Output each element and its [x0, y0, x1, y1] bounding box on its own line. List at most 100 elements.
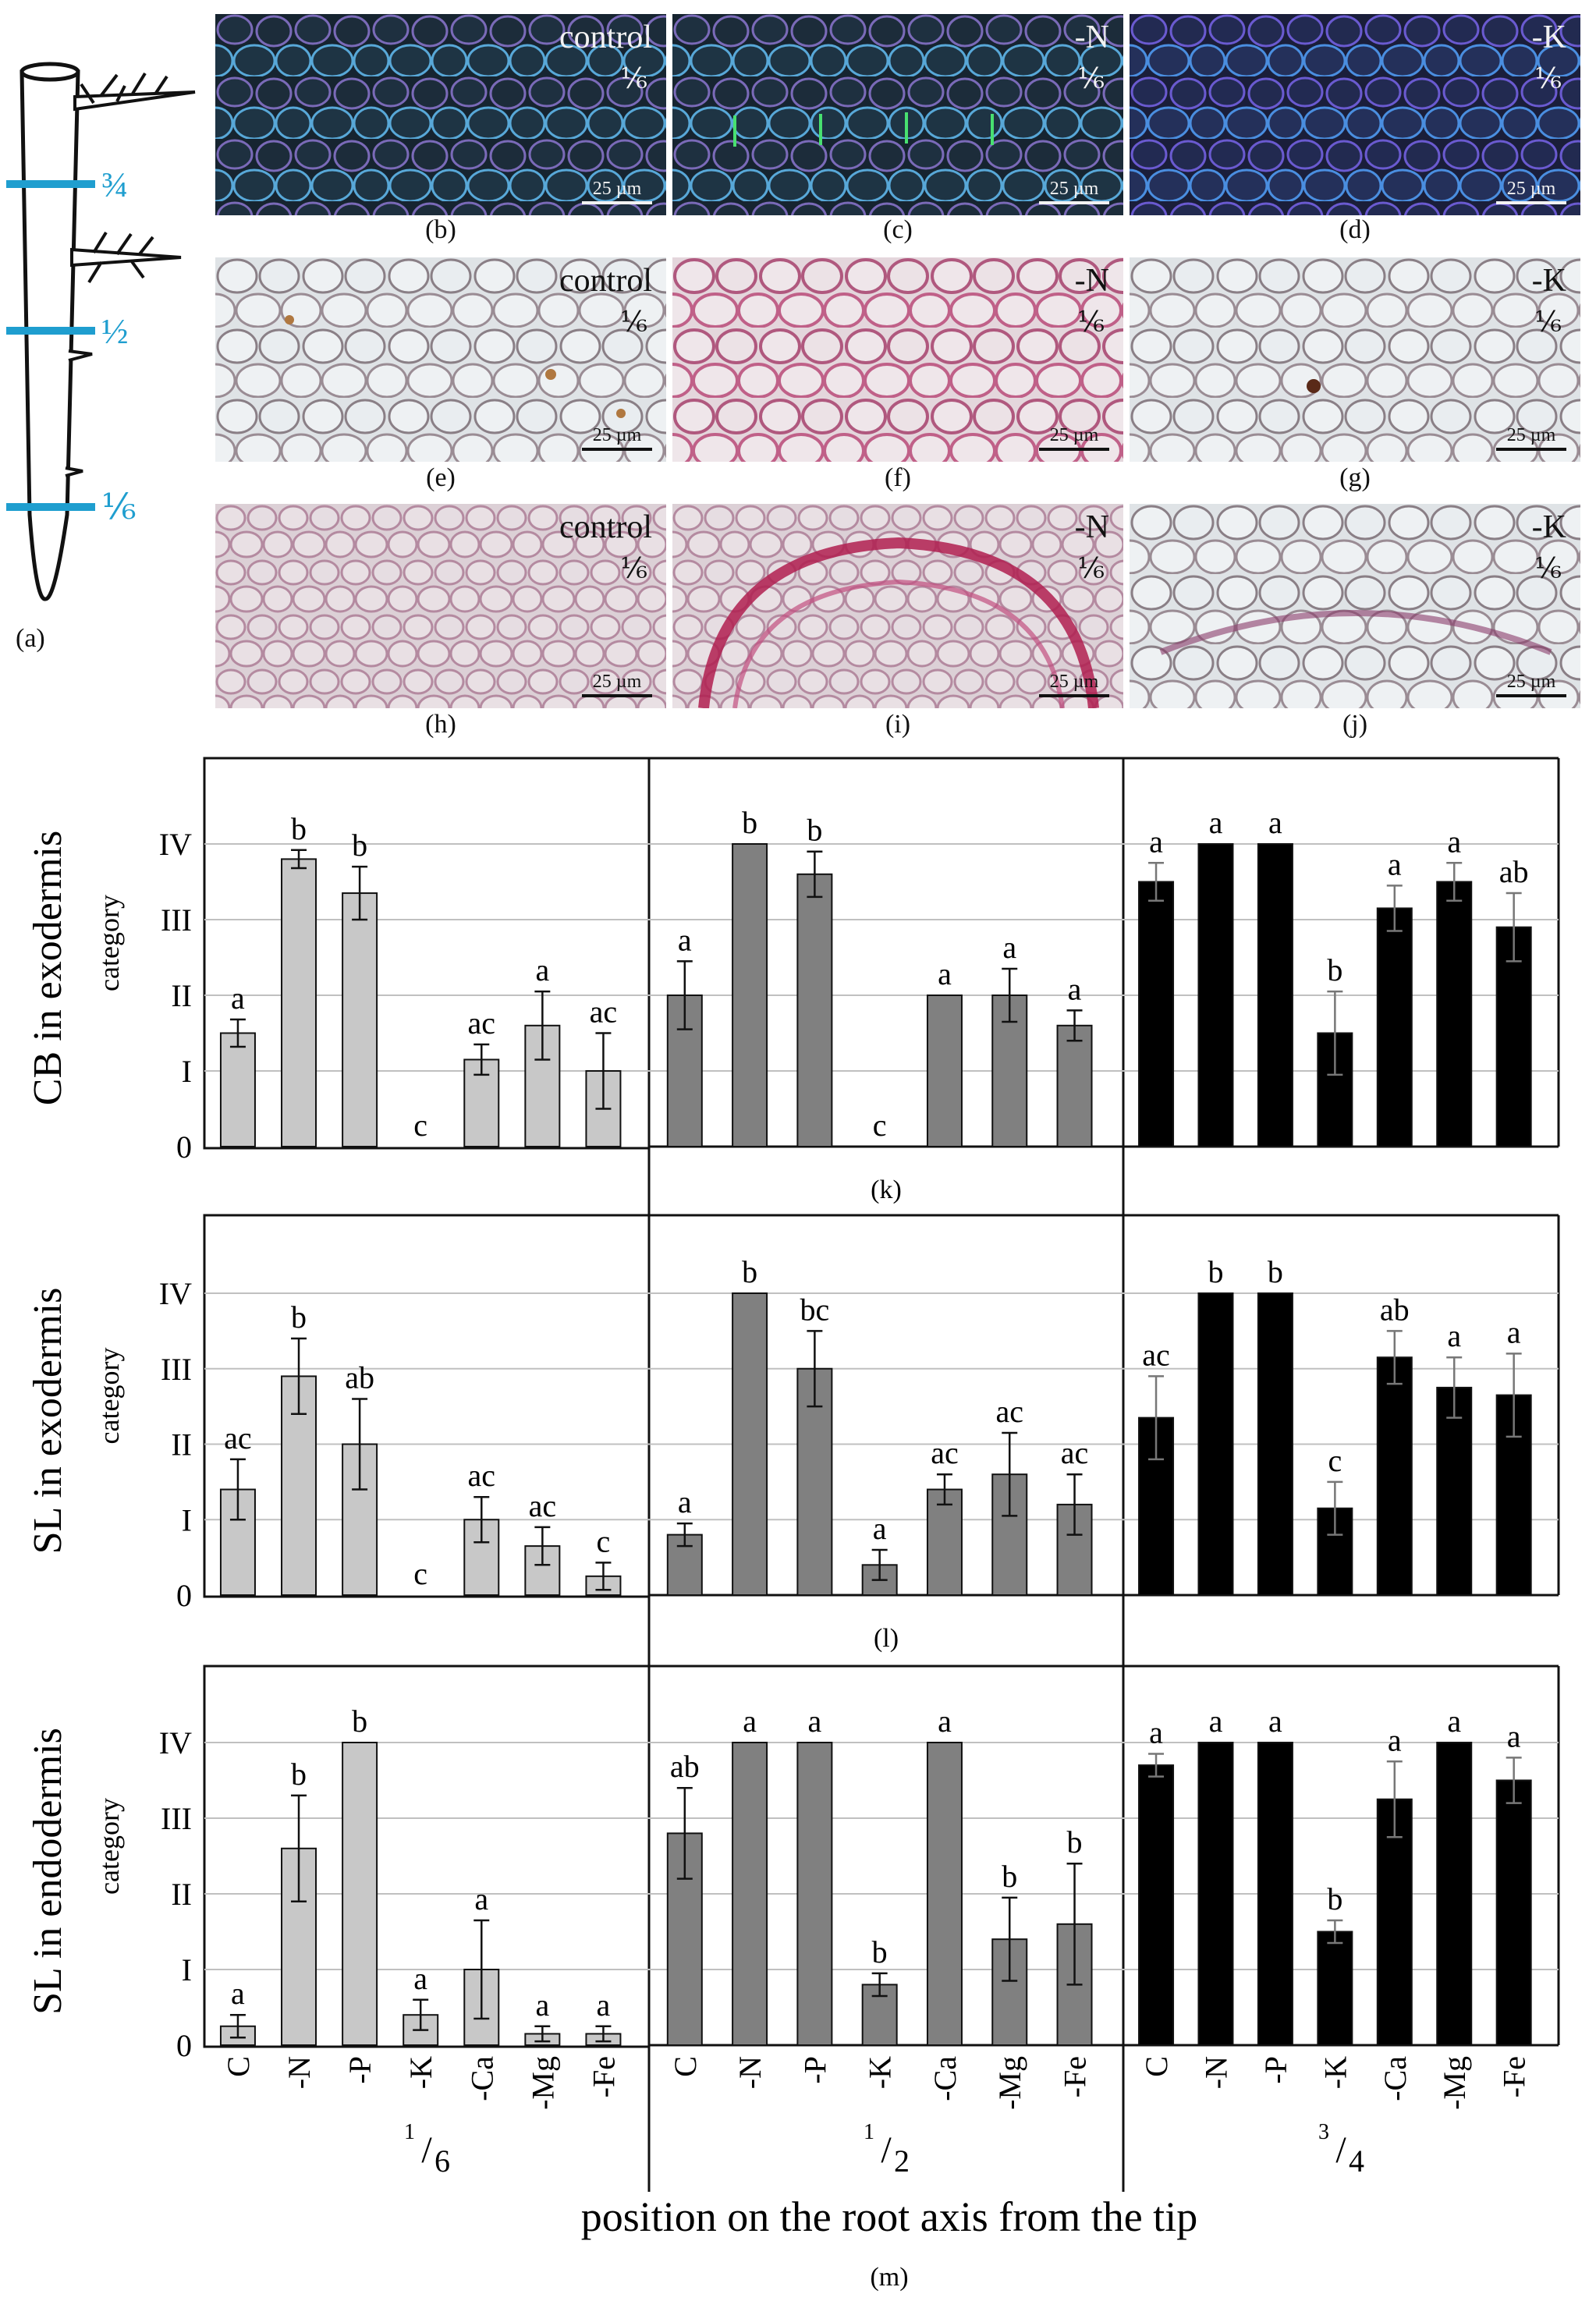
y-tick-label-1-0: 0: [176, 1578, 192, 1613]
significance-letter-2-1-3: b: [872, 1934, 888, 1970]
category-label-1-6: -Fe: [1058, 2056, 1093, 2097]
significance-letter-1-0-3: c: [413, 1556, 427, 1591]
significance-letter-1-0-1: b: [291, 1299, 307, 1335]
row-title-2: SL in endodermis: [26, 1728, 70, 2015]
bar-0-0-0: [219, 1032, 256, 1147]
significance-letter-0-1-5: a: [1002, 930, 1016, 965]
bar-1-1-6: [1056, 1503, 1093, 1597]
significance-letter-1-2-5: a: [1447, 1318, 1461, 1353]
bar-0-1-6: [1056, 1024, 1093, 1148]
bar-2-2-4: [1376, 1798, 1413, 2046]
significance-letter-2-0-3: a: [413, 1961, 427, 1996]
significance-letter-0-1-3: c: [873, 1108, 887, 1143]
micrograph-b-label: (b): [425, 215, 456, 244]
category-label-2-2: -P: [1258, 2056, 1293, 2084]
group-label-den-2: 4: [1349, 2143, 1364, 2179]
y-tick-label-0-2: II: [171, 978, 192, 1013]
y-tick-label-1-2: II: [171, 1427, 192, 1462]
micrograph-i-treatment: -N: [1074, 509, 1109, 545]
micrograph-g-position: ⅙: [1534, 307, 1562, 338]
panel-frame-2-1: [203, 1665, 651, 2048]
significance-letter-1-2-4: ab: [1380, 1292, 1410, 1327]
micrograph-b-position: ⅙: [620, 63, 647, 94]
panel-label-m: (m): [870, 2263, 908, 2292]
significance-letter-0-1-0: a: [678, 922, 692, 957]
significance-letter-1-0-4: ac: [468, 1458, 496, 1493]
micrograph-f-scalebar: 25 µm: [1039, 425, 1109, 451]
micrograph-f-treatment: -N: [1074, 263, 1109, 299]
bar-0-2-6: [1495, 926, 1532, 1147]
category-label-0-6: -Fe: [586, 2056, 621, 2097]
group-label-den-1: 2: [894, 2143, 910, 2179]
row-ylabel-1: category: [94, 1348, 125, 1445]
micrograph-c: -N ⅙ 25 µm: [672, 14, 1123, 215]
micrograph-c-treatment: -N: [1074, 20, 1109, 55]
significance-letter-1-1-3: a: [873, 1511, 887, 1546]
significance-letter-1-2-0: ac: [1142, 1337, 1170, 1372]
significance-letter-2-2-6: a: [1507, 1718, 1521, 1753]
significance-letter-1-1-4: ac: [931, 1435, 959, 1470]
micrograph-e-scalebar: 25 µm: [582, 425, 652, 451]
micrograph-d-treatment: -K: [1531, 20, 1566, 55]
significance-letter-1-0-5: ac: [529, 1488, 557, 1523]
y-tick-label-1-4: IV: [159, 1276, 192, 1311]
significance-letter-1-0-0: ac: [224, 1420, 252, 1455]
micrograph-c-label: (c): [883, 215, 913, 244]
y-tick-label-0-3: III: [161, 902, 192, 938]
root-diagram: [6, 62, 196, 601]
micrograph-j-position: ⅙: [1534, 553, 1562, 584]
marker-label-1-2: ½: [101, 311, 129, 351]
micrograph-j-treatment: -K: [1531, 509, 1566, 545]
micrograph-g: -K ⅙ 25 µm: [1130, 257, 1580, 462]
category-label-2-0: C: [1139, 2056, 1174, 2077]
y-tick-label-1-3: III: [161, 1352, 192, 1387]
y-tick-label-0-0: 0: [176, 1129, 192, 1165]
bar-0-1-1: [732, 843, 768, 1147]
bar-2-2-3: [1317, 1930, 1353, 2046]
micrograph-h-position: ⅙: [620, 553, 647, 584]
category-label-2-6: -Fe: [1497, 2056, 1532, 2097]
bar-1-1-4: [926, 1488, 963, 1597]
panel-label-a: (a): [16, 624, 45, 653]
y-tick-label-2-0: 0: [176, 2028, 192, 2063]
lateral-root-2: [70, 231, 182, 284]
bar-0-2-4: [1376, 907, 1413, 1147]
significance-letter-0-0-1: b: [291, 811, 307, 846]
significance-letter-2-0-6: a: [597, 1987, 611, 2023]
panel-frame-1-1: [203, 1214, 651, 1598]
significance-letter-1-1-0: a: [678, 1484, 692, 1519]
significance-letter-2-1-2: a: [808, 1704, 822, 1739]
micrograph-e-position: ⅙: [620, 307, 647, 338]
category-label-1-3: -K: [863, 2056, 898, 2089]
bar-1-2-0: [1138, 1416, 1175, 1596]
group-label-slash-0: /: [421, 2129, 432, 2171]
group-label-num-1: 1: [864, 2120, 874, 2144]
significance-letter-0-2-5: a: [1447, 824, 1461, 859]
bar-2-1-2: [796, 1742, 833, 2046]
significance-letter-0-2-1: a: [1209, 805, 1223, 840]
micrograph-e: control ⅙ 25 µm: [215, 257, 666, 462]
marker-label-3-4: ¾: [101, 165, 129, 204]
bar-0-2-2: [1257, 843, 1293, 1147]
group-label-slash-1: /: [881, 2129, 892, 2171]
primordium-1: [68, 349, 93, 362]
significance-letter-0-0-5: a: [535, 952, 549, 987]
significance-letter-2-1-0: ab: [670, 1749, 700, 1784]
bar-2-1-1: [732, 1742, 768, 2046]
micrograph-i-scalebar: 25 µm: [1039, 672, 1109, 697]
root-top: [20, 62, 80, 82]
micrograph-i-label: (i): [885, 710, 911, 739]
x-axis-title: position on the root axis from the tip: [581, 2193, 1197, 2240]
category-label-2-3: -K: [1318, 2056, 1353, 2089]
bar-2-1-4: [926, 1742, 963, 2046]
y-tick-label-0-1: I: [182, 1054, 192, 1089]
category-label-2-5: -Mg: [1437, 2056, 1472, 2110]
bar-0-2-5: [1436, 881, 1473, 1147]
significance-letter-2-0-2: b: [352, 1704, 367, 1739]
significance-letter-1-1-2: bc: [800, 1292, 830, 1327]
significance-letter-2-2-5: a: [1447, 1704, 1461, 1739]
significance-letter-0-1-4: a: [938, 956, 952, 991]
significance-letter-0-2-4: a: [1388, 846, 1402, 881]
micrograph-c-scalebar: 25 µm: [1039, 179, 1109, 204]
bar-0-0-2: [342, 892, 378, 1148]
